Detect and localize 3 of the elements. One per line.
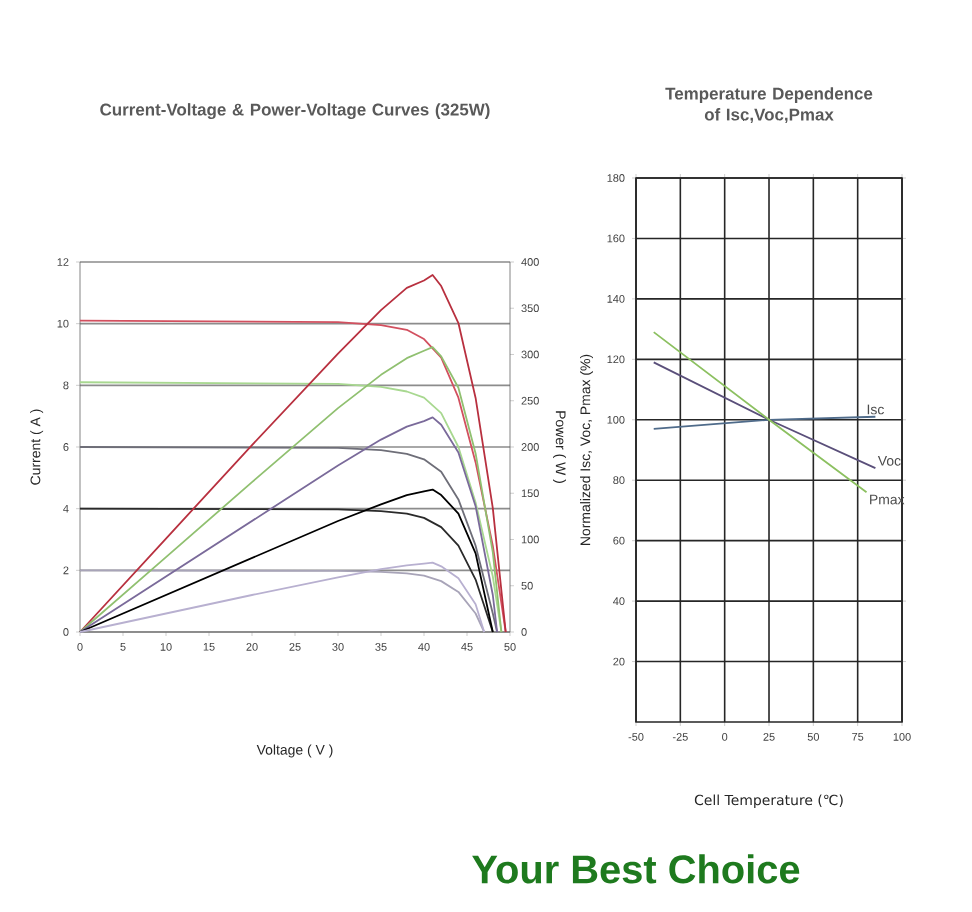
chart-title: Current-Voltage & Power-Voltage Curves (325W) (100, 103, 490, 119)
chart-title: Temperature Dependence of Isc,Voc,Pmax (665, 87, 873, 123)
text: Your Best Choice (472, 854, 800, 884)
